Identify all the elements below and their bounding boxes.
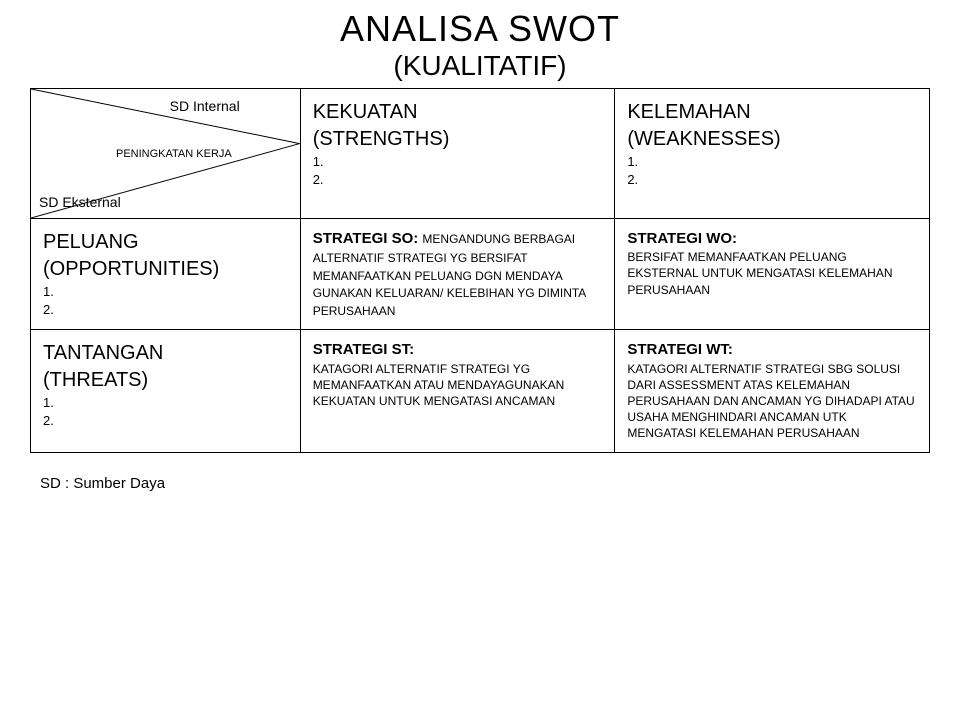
- threats-title: TANTANGAN: [43, 340, 288, 367]
- st-name: STRATEGI ST:: [313, 340, 603, 360]
- row-header-opportunities: PELUANG (OPPORTUNITIES) 1. 2.: [31, 219, 301, 330]
- opportunities-title: PELUANG: [43, 229, 288, 256]
- col-header-weaknesses: KELEMAHAN (WEAKNESSES) 1. 2.: [615, 89, 930, 219]
- title-line1: ANALISA SWOT: [0, 8, 960, 50]
- axis-mid-label: PENINGKATAN KERJA: [116, 147, 232, 162]
- title-line2: (KUALITATIF): [0, 50, 960, 82]
- threats-sub: (THREATS): [43, 367, 288, 394]
- cell-wt: STRATEGI WT: KATAGORI ALTERNATIF STRATEG…: [615, 330, 930, 452]
- wo-name: STRATEGI WO:: [627, 229, 917, 249]
- strengths-title: KEKUATAN: [313, 99, 603, 126]
- weaknesses-items: 1. 2.: [627, 153, 917, 188]
- cell-st: STRATEGI ST: KATAGORI ALTERNATIF STRATEG…: [300, 330, 615, 452]
- opportunities-sub: (OPPORTUNITIES): [43, 256, 288, 283]
- wo-body: BERSIFAT MEMANFAATKAN PELUANG EKSTERNAL …: [627, 249, 917, 298]
- strengths-items: 1. 2.: [313, 153, 603, 188]
- footnote: SD : Sumber Daya: [40, 475, 960, 492]
- row-header-threats: TANTANGAN (THREATS) 1. 2.: [31, 330, 301, 452]
- axis-external-label: SD Eksternal: [39, 193, 121, 212]
- weaknesses-sub: (WEAKNESSES): [627, 126, 917, 153]
- col-header-strengths: KEKUATAN (STRENGTHS) 1. 2.: [300, 89, 615, 219]
- axis-internal-label: SD Internal: [170, 97, 240, 116]
- wt-name: STRATEGI WT:: [627, 340, 917, 360]
- strengths-sub: (STRENGTHS): [313, 126, 603, 153]
- swot-matrix: SD Internal PENINGKATAN KERJA SD Ekstern…: [30, 88, 930, 453]
- threats-items: 1. 2.: [43, 394, 288, 429]
- slide-title: ANALISA SWOT (KUALITATIF): [0, 0, 960, 88]
- axis-corner-cell: SD Internal PENINGKATAN KERJA SD Ekstern…: [31, 89, 301, 219]
- opportunities-items: 1. 2.: [43, 283, 288, 318]
- cell-wo: STRATEGI WO: BERSIFAT MEMANFAATKAN PELUA…: [615, 219, 930, 330]
- cell-so: STRATEGI SO: MENGANDUNG BERBAGAI ALTERNA…: [300, 219, 615, 330]
- st-body: KATAGORI ALTERNATIF STRATEGI YG MEMANFAA…: [313, 361, 603, 410]
- weaknesses-title: KELEMAHAN: [627, 99, 917, 126]
- so-name: STRATEGI SO:: [313, 230, 423, 247]
- wt-body: KATAGORI ALTERNATIF STRATEGI SBG SOLUSI …: [627, 361, 917, 442]
